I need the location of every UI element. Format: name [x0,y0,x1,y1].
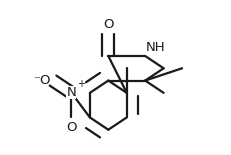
Text: NH: NH [145,41,165,54]
Text: O: O [66,121,76,134]
Text: ⁻O: ⁻O [33,74,51,87]
Text: +: + [77,79,85,89]
Text: N: N [66,86,76,99]
Text: O: O [103,18,113,31]
